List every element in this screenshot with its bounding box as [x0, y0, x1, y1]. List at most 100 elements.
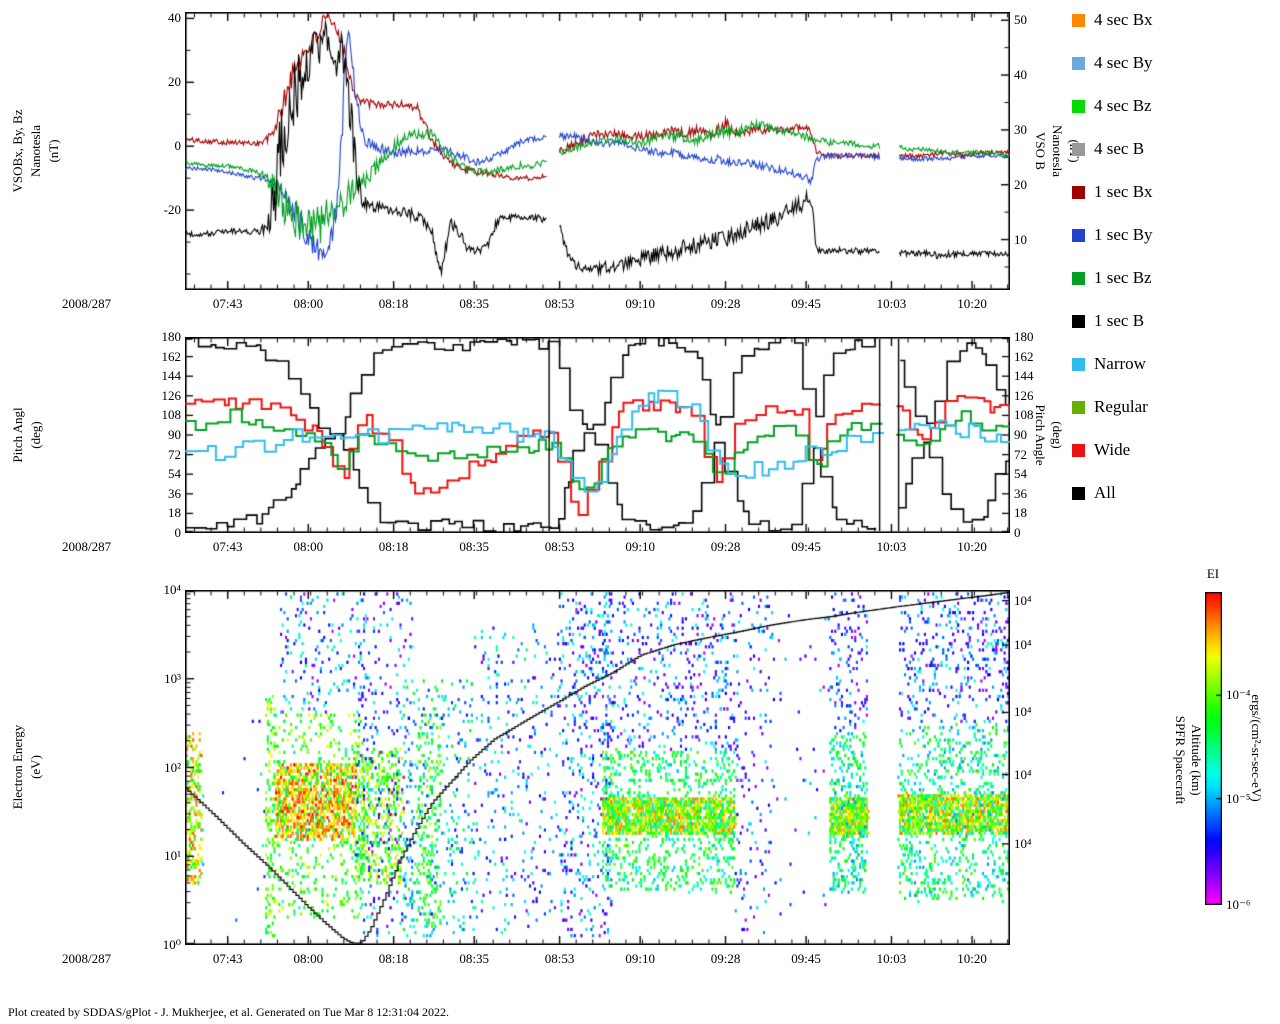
p3-time-tick-label: 10:03 — [876, 951, 907, 966]
p2-right-tick-label: 108 — [1014, 407, 1034, 423]
p1-right-tick-label: 30 — [1014, 121, 1027, 137]
p2-time-tick-label: 09:45 — [791, 539, 821, 554]
p2-time-tick-label: 07:43 — [212, 539, 243, 554]
legend-label: 4 sec By — [1094, 53, 1153, 72]
p3-time-tick-label: 08:00 — [293, 951, 324, 966]
legend-label: 4 sec Bz — [1094, 96, 1152, 115]
legend-label: 1 sec Bz — [1094, 268, 1152, 287]
legend-swatch-icon — [1072, 271, 1085, 285]
p1-time-tick-label: 09:45 — [791, 296, 821, 311]
p1-time-tick-label: 08:18 — [378, 296, 409, 311]
p3-date-label: 2008/287 — [62, 951, 112, 966]
footer-credit: Plot created by SDDAS/gPlot - J. Mukherj… — [8, 1005, 449, 1019]
colorbar-unit-label: ergs/(cm²-sr-sec-eV) — [1249, 694, 1264, 802]
p2-right-tick-label: 90 — [1014, 427, 1027, 442]
p3-left-axis-unit: (eV) — [28, 755, 43, 779]
p1-right-axis-title: VSO B — [1033, 132, 1048, 170]
p1-time-tick-label: 07:43 — [212, 296, 243, 311]
p2-time-tick-label: 08:18 — [378, 539, 409, 554]
p2-left-tick-label: 0 — [174, 525, 182, 540]
legend-swatch-icon — [1072, 228, 1085, 242]
p3-left-tick-label: 10¹ — [164, 848, 181, 864]
legend-swatch-icon — [1072, 56, 1085, 70]
p1-time-tick-label: 09:28 — [710, 296, 741, 311]
p3-time-tick-label: 09:28 — [710, 951, 741, 966]
legend-swatch-icon — [1072, 185, 1085, 199]
legend-swatch-icon — [1072, 13, 1085, 27]
pitch-angle-plot-canvas — [185, 337, 1010, 533]
legend-label: Wide — [1094, 440, 1131, 459]
legend-item-4-sec-bz: 4 sec Bz — [1072, 96, 1153, 116]
legend-label: 4 sec B — [1094, 139, 1145, 158]
p2-left-tick-label: 54 — [168, 466, 181, 482]
p3-right-axis-title: SPFR Spacecraft — [1173, 715, 1188, 805]
legend-item-4-sec-by: 4 sec By — [1072, 53, 1153, 73]
p3-left-tick-label: 10² — [164, 759, 181, 775]
legend-item-1-sec-b: 1 sec B — [1072, 311, 1153, 331]
p1-right-tick-label: 20 — [1014, 176, 1027, 192]
legend-label: 1 sec B — [1094, 311, 1145, 330]
p2-left-tick-label: 36 — [168, 485, 181, 501]
legend-item-1-sec-bx: 1 sec Bx — [1072, 182, 1153, 202]
p2-right-tick-label: 18 — [1014, 505, 1027, 521]
p1-time-tick-label: 10:03 — [876, 296, 907, 311]
p2-left-tick-label: 72 — [168, 446, 181, 462]
p2-right-tick-label: 144 — [1014, 368, 1034, 384]
p2-left-tick-label: 162 — [161, 348, 182, 364]
p3-left-axis-title: Electron Energy — [10, 724, 25, 810]
p2-left-tick-label: 90 — [168, 427, 181, 442]
p1-time-tick-label: 09:10 — [625, 296, 655, 311]
p3-left-tick-label: 10³ — [164, 670, 181, 686]
p2-left-tick-label: 180 — [161, 329, 182, 344]
p1-right-tick-label: 40 — [1014, 67, 1027, 83]
p2-left-axis-title: Pitch Angl — [10, 407, 25, 463]
p3-right-tick-label: 10⁴ — [1014, 592, 1032, 608]
p1-left-axis-unit2: (nT) — [46, 139, 61, 163]
colorbar-tick-label: 10⁻⁶ — [1226, 897, 1251, 912]
p2-left-tick-label: 108 — [161, 407, 182, 423]
p2-right-axis-unit: (deg) — [1050, 421, 1065, 449]
legend-label: 4 sec Bx — [1094, 10, 1153, 29]
p3-right-tick-label: 10⁴ — [1014, 704, 1032, 720]
legend-label: Narrow — [1094, 354, 1146, 373]
legend-label: All — [1094, 483, 1116, 502]
p3-right-tick-label: 10⁴ — [1014, 766, 1032, 782]
legend-item-4-sec-b: 4 sec B — [1072, 139, 1153, 159]
p3-time-tick-label: 09:10 — [625, 951, 655, 966]
p2-time-tick-label: 10:20 — [957, 539, 987, 554]
p2-time-tick-label: 08:00 — [293, 539, 324, 554]
p1-right-tick-label: 50 — [1014, 12, 1027, 28]
p3-right-tick-label: 10⁴ — [1014, 637, 1032, 653]
p1-time-tick-label: 10:20 — [957, 296, 987, 311]
p3-time-tick-label: 08:53 — [544, 951, 575, 966]
p2-time-tick-label: 09:10 — [625, 539, 655, 554]
electron-spectrogram-canvas — [185, 590, 1010, 945]
legend-swatch-icon — [1072, 486, 1085, 500]
p2-left-axis-unit: (deg) — [28, 421, 43, 449]
p3-left-tick-label: 10⁴ — [163, 582, 181, 597]
legend-item-4-sec-bx: 4 sec Bx — [1072, 10, 1153, 30]
legend: 4 sec Bx 4 sec By 4 sec Bz 4 sec B 1 sec Bx 1… — [1072, 10, 1153, 526]
colorbar-tick-label: 10⁻⁵ — [1226, 790, 1251, 806]
p2-time-tick-label: 09:28 — [710, 539, 741, 554]
p2-right-tick-label: 72 — [1014, 446, 1027, 462]
p2-right-tick-label: 126 — [1014, 387, 1034, 403]
p2-right-tick-label: 36 — [1014, 485, 1027, 501]
p1-right-axis-unit: Nanotesla — [1050, 125, 1065, 177]
p1-left-tick-label: 0 — [174, 138, 182, 154]
legend-swatch-icon — [1072, 443, 1085, 457]
p3-time-tick-label: 08:18 — [378, 951, 409, 966]
p3-time-tick-label: 10:20 — [957, 951, 987, 966]
legend-label: 1 sec By — [1094, 225, 1153, 244]
p1-left-axis-title: VSOBx, By, Bz — [10, 109, 25, 193]
p1-time-tick-label: 08:35 — [459, 296, 490, 311]
p2-time-tick-label: 10:03 — [876, 539, 907, 554]
p3-left-tick-label: 10⁰ — [162, 937, 181, 952]
legend-swatch-icon — [1072, 314, 1085, 328]
p1-left-axis-unit: Nanotesla — [28, 125, 43, 177]
bfield-plot-canvas — [185, 12, 1010, 290]
p3-time-tick-label: 09:45 — [791, 951, 821, 966]
p2-right-tick-label: 162 — [1014, 348, 1034, 364]
p2-right-axis-title: Pitch Angle — [1033, 404, 1048, 466]
